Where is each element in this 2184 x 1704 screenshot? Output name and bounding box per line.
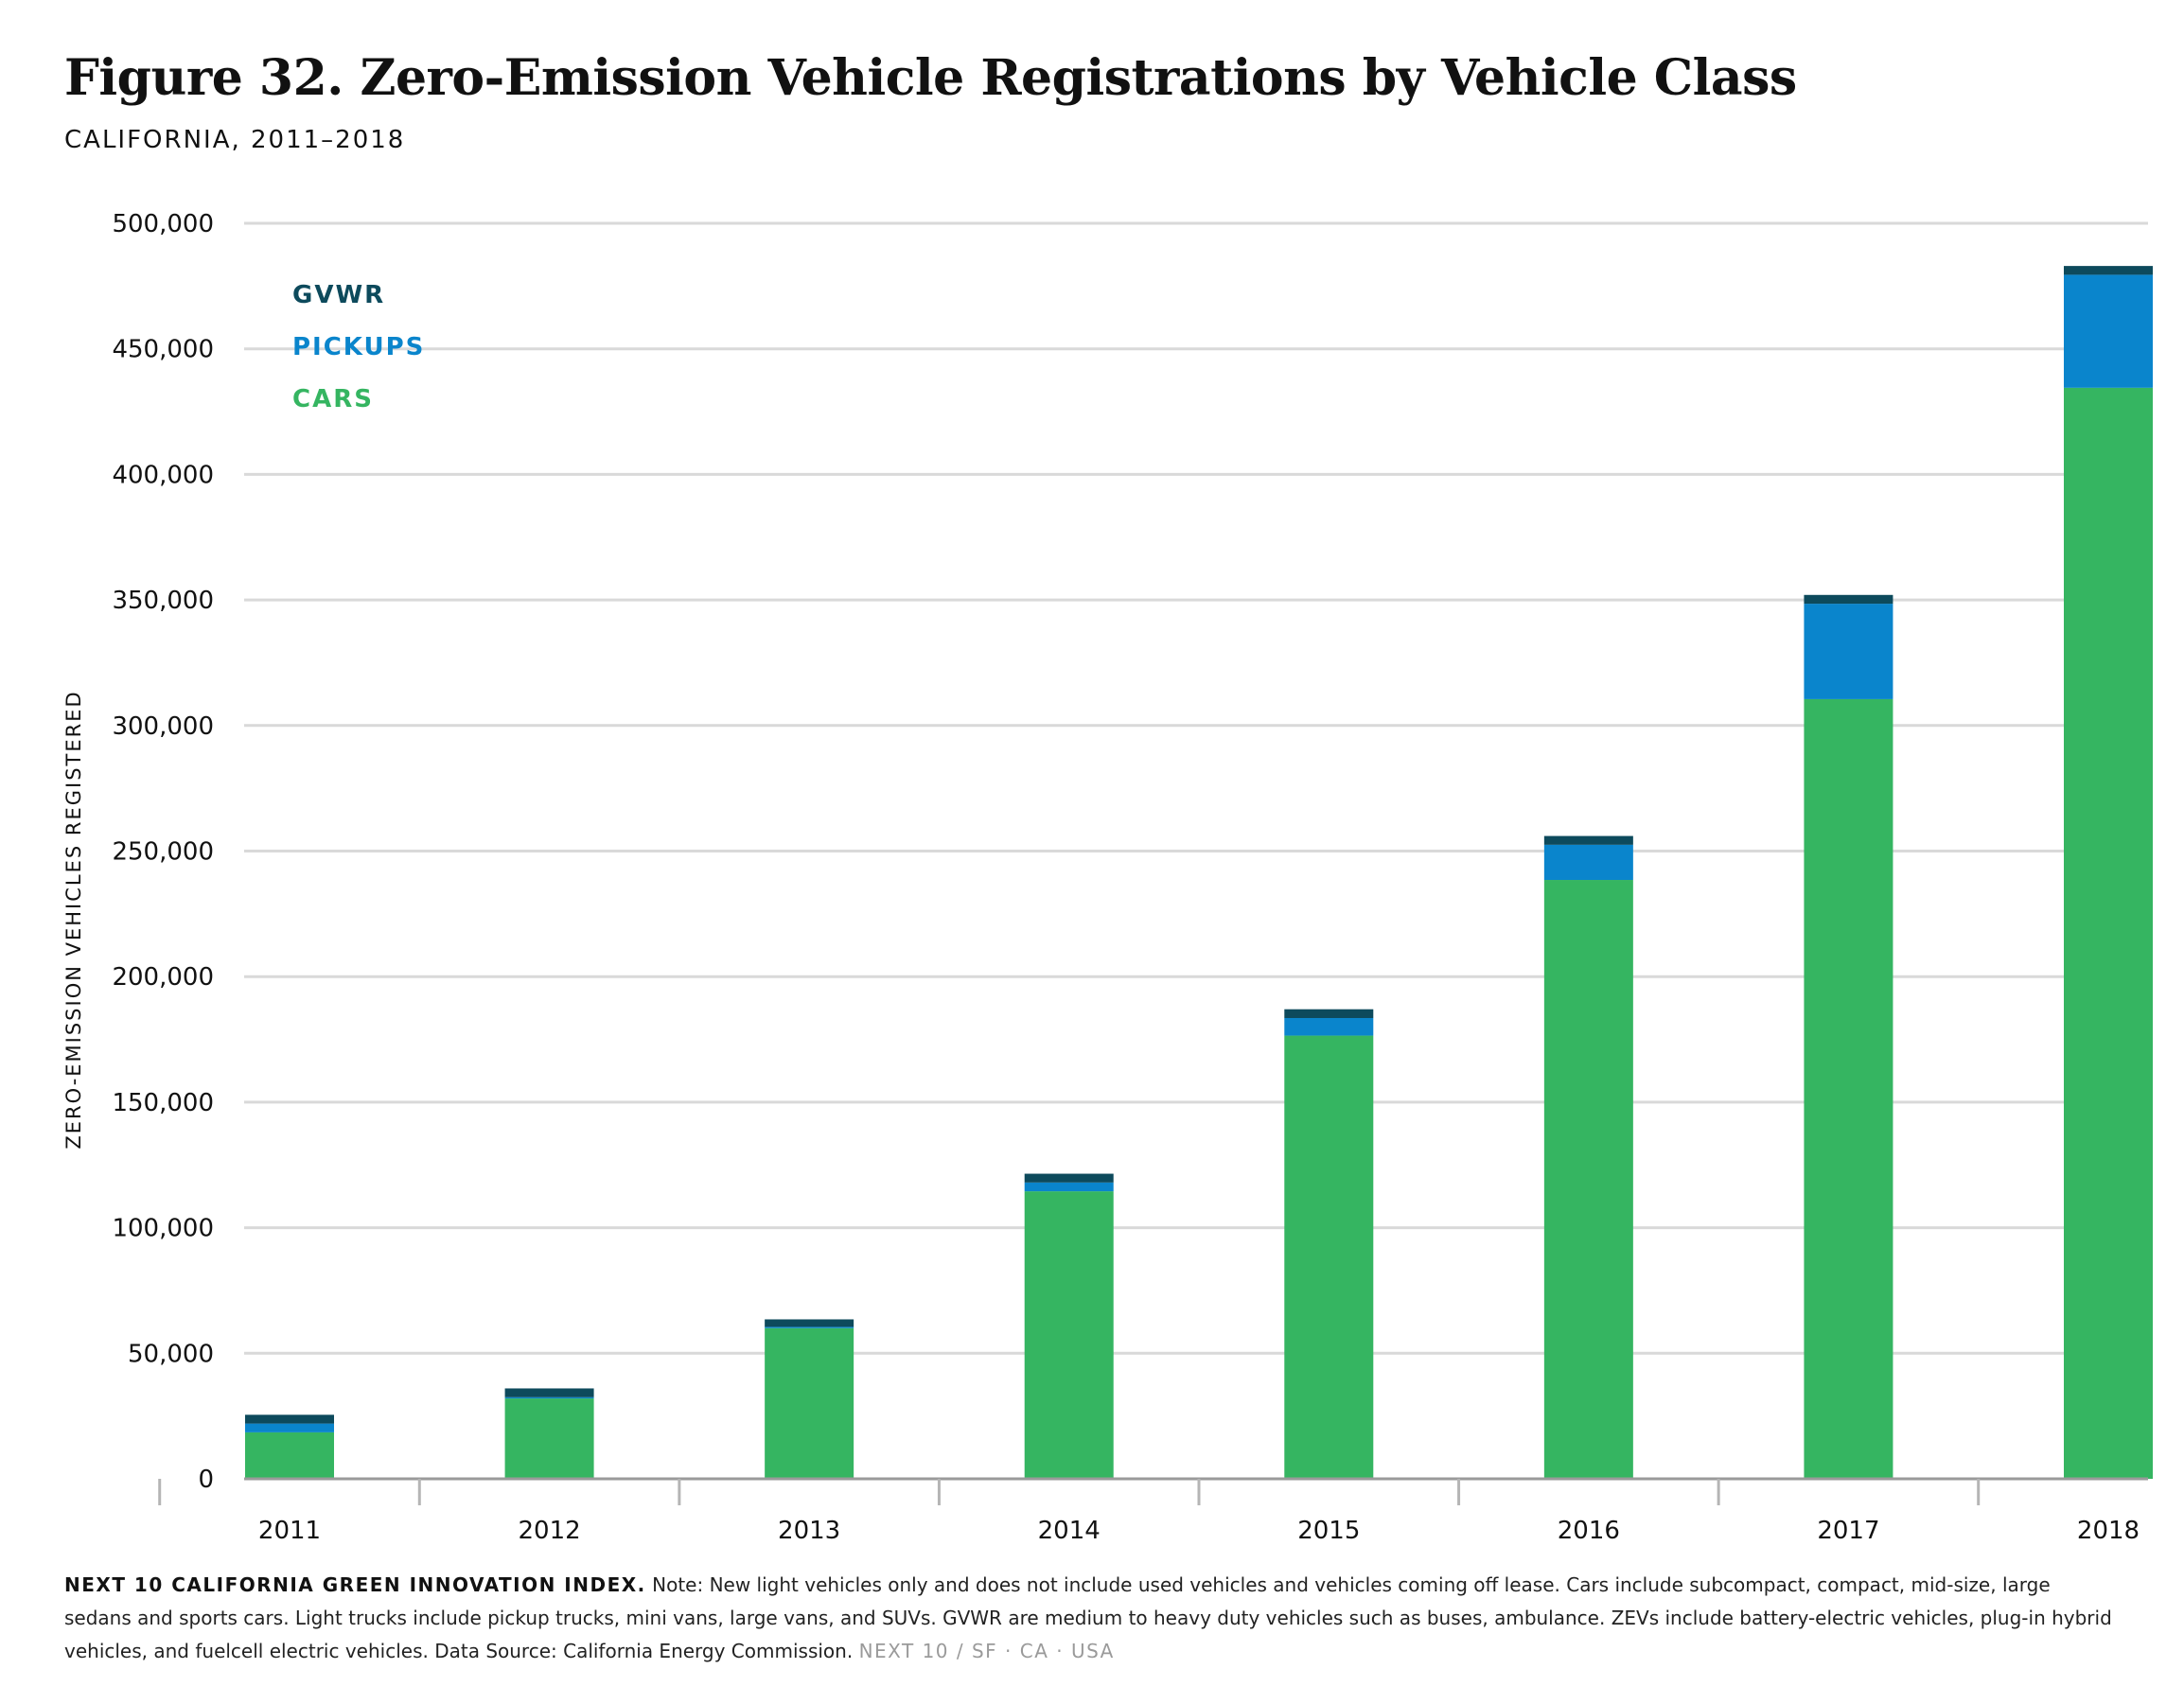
bar-segment-gvwr-2014 [1024, 1173, 1114, 1183]
legend-cars: CARS [292, 385, 374, 413]
x-tick-label: 2017 [1817, 1517, 1879, 1545]
bar-segment-gvwr-2013 [765, 1319, 854, 1327]
bar-segment-gvwr-2016 [1543, 835, 1633, 845]
bar-segment-gvwr-2017 [1804, 594, 1893, 605]
y-tick-label: 300,000 [112, 712, 214, 741]
y-tick-label: 450,000 [112, 336, 214, 364]
bar-segment-pickups-2013 [765, 1326, 854, 1328]
x-tick-label: 2018 [2077, 1517, 2140, 1545]
x-tick-label: 2014 [1038, 1517, 1101, 1545]
x-tick-label: 2012 [518, 1517, 580, 1545]
x-tick-label: 2015 [1297, 1517, 1360, 1545]
footnote-signature: NEXT 10 / SF · CA · USA [858, 1640, 1115, 1662]
bar-segment-cars-2015 [1284, 1035, 1374, 1479]
x-tick-label: 2016 [1558, 1517, 1620, 1545]
y-tick-label: 0 [198, 1466, 214, 1494]
x-tick-label: 2013 [778, 1517, 840, 1545]
y-tick-label: 200,000 [112, 963, 214, 992]
y-tick-label: 50,000 [128, 1340, 214, 1368]
y-tick-label: 100,000 [112, 1215, 214, 1243]
bar-segment-gvwr-2015 [1284, 1009, 1374, 1018]
y-tick-label: 350,000 [112, 587, 214, 615]
bar-segment-cars-2012 [504, 1398, 594, 1479]
footnote-text: Note: New light vehicles only and does n… [64, 1573, 2112, 1662]
bar-segment-gvwr-2012 [504, 1388, 594, 1397]
bar-segment-gvwr-2018 [2064, 266, 2153, 275]
chart-subtitle: CALIFORNIA, 2011–2018 [64, 126, 406, 154]
bar-segment-pickups-2011 [245, 1423, 334, 1432]
bar-segment-pickups-2016 [1543, 844, 1633, 881]
bar-segment-pickups-2014 [1024, 1182, 1114, 1192]
y-tick-label: 400,000 [112, 461, 214, 489]
y-tick-label: 150,000 [112, 1089, 214, 1117]
y-tick-label: 500,000 [112, 210, 214, 238]
legend-gvwr: GVWR [292, 281, 386, 309]
bar-segment-cars-2018 [2064, 387, 2153, 1479]
x-axis: 2011 2012 2013 2014 2015 2016 2017 2018 [158, 1477, 2148, 1545]
y-tick-labels: 0 50,000 100,000 150,000 200,000 250,000 300,0… [112, 210, 214, 1494]
footnote-org: NEXT 10 CALIFORNIA GREEN INNOVATION INDE… [64, 1573, 646, 1596]
bar-segment-cars-2011 [245, 1432, 334, 1479]
bar-segment-cars-2017 [1804, 698, 1893, 1479]
legend-pickups: PICKUPS [292, 333, 426, 361]
y-tick-label: 250,000 [112, 838, 214, 867]
bar-segment-pickups-2015 [1284, 1017, 1374, 1036]
bar-segment-gvwr-2011 [245, 1414, 334, 1424]
bar-segment-pickups-2012 [504, 1397, 594, 1399]
bar-segment-cars-2014 [1024, 1191, 1114, 1479]
footnote: NEXT 10 CALIFORNIA GREEN INNOVATION INDE… [64, 1569, 2118, 1668]
bar-segment-cars-2016 [1543, 880, 1633, 1479]
x-tick-label: 2011 [258, 1517, 321, 1545]
bars [245, 266, 2153, 1479]
bar-segment-pickups-2017 [1804, 604, 1893, 699]
bar-segment-pickups-2018 [2064, 274, 2153, 388]
page-title: Figure 32. Zero-Emission Vehicle Registr… [64, 49, 1797, 107]
bar-segment-cars-2013 [765, 1327, 854, 1479]
